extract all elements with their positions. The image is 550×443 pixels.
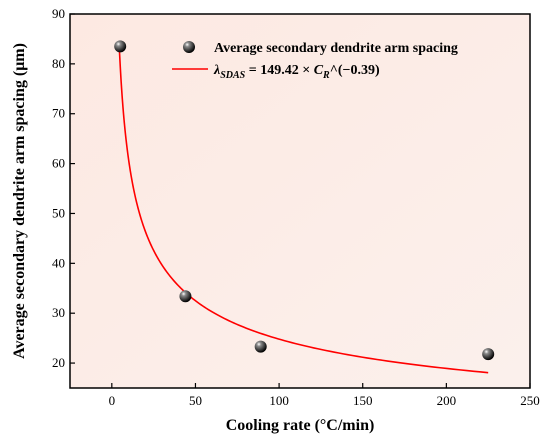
legend-marker-scatter <box>183 41 195 53</box>
y-tick-label: 40 <box>52 255 65 270</box>
y-axis: 20 30 40 50 60 70 80 90 <box>52 6 75 370</box>
y-tick-label: 50 <box>52 205 65 220</box>
scatter-series <box>114 40 495 361</box>
data-point <box>254 340 267 353</box>
x-tick-label: 250 <box>520 393 540 408</box>
fit-curve <box>118 51 489 374</box>
fit-lambda: λ <box>213 63 220 78</box>
x-tick-label: 100 <box>269 393 289 408</box>
legend: Average secondary dendrite arm spacing λ… <box>172 41 458 81</box>
data-point <box>114 40 127 53</box>
y-axis-title: Average secondary dendrite arm spacing (… <box>11 43 28 359</box>
fit-mid: = 149.42 × <box>245 63 313 78</box>
y-tick-label: 80 <box>52 56 65 71</box>
x-axis: 0 50 100 150 200 250 <box>109 383 540 408</box>
y-tick-label: 30 <box>52 305 65 320</box>
x-tick-label: 150 <box>353 393 373 408</box>
legend-label-fit: λSDAS = 149.42 × CR^(−0.39) <box>213 63 380 81</box>
x-axis-title: Cooling rate (°C/min) <box>226 417 375 434</box>
y-tick-label: 20 <box>52 355 65 370</box>
y-tick-label: 70 <box>52 106 65 121</box>
x-tick-label: 50 <box>189 393 202 408</box>
data-point <box>482 348 495 361</box>
data-point <box>179 290 192 303</box>
plot-area <box>70 14 530 388</box>
plot-frame <box>69 13 531 389</box>
y-tick-label: 90 <box>52 6 65 21</box>
fit-lambda-sub: SDAS <box>220 70 245 81</box>
fit-c: C <box>314 63 324 78</box>
x-tick-label: 0 <box>109 393 116 408</box>
fit-tail: ^(−0.39) <box>330 63 380 78</box>
x-tick-label: 200 <box>437 393 457 408</box>
fit-c-sub: R <box>322 70 330 81</box>
y-tick-label: 60 <box>52 156 65 171</box>
legend-label-scatter: Average secondary dendrite arm spacing <box>214 41 458 56</box>
